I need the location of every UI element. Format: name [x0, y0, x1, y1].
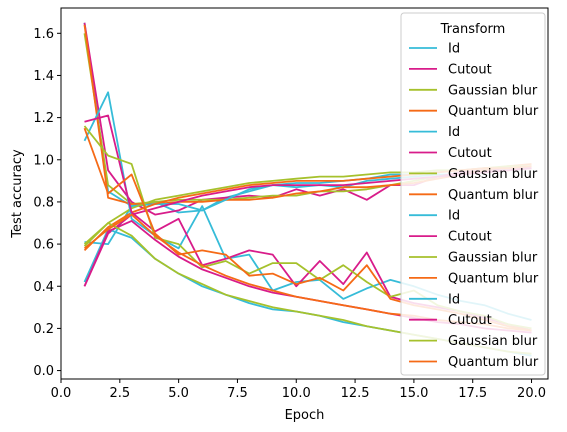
legend-label: Id: [448, 209, 460, 224]
legend-label: Gaussian blur: [448, 251, 538, 266]
legend-label: Gaussian blur: [448, 334, 538, 349]
x-tick-label: 17.5: [458, 386, 487, 401]
legend-items: Id Cutout Gaussian blur Quantum blur Id Cutou…: [409, 42, 539, 370]
legend-label: Cutout: [448, 313, 492, 328]
x-tick-label: 15.0: [399, 386, 428, 401]
legend-label: Cutout: [448, 230, 492, 245]
y-tick-label: 1.2: [33, 111, 54, 126]
legend-label: Id: [448, 292, 460, 307]
legend-label: Id: [448, 125, 460, 140]
x-tick-label: 2.5: [109, 386, 130, 401]
legend-label: Gaussian blur: [448, 167, 538, 182]
y-tick-label: 0.4: [33, 280, 54, 295]
legend-label: Quantum blur: [448, 188, 539, 203]
legend-label: Quantum blur: [448, 271, 539, 286]
y-tick-label: 1.4: [33, 69, 54, 84]
legend-box: [400, 12, 546, 376]
plot-frame: [60, 7, 549, 380]
ticks-layer: 0.0 2.5 5.0 7.5 10.0 12.5 15.0 17.5 20.0 0.0 0.2 0.…: [33, 27, 546, 401]
legend-label: Cutout: [448, 146, 492, 161]
x-tick-label: 20.0: [517, 386, 546, 401]
legend-label: Cutout: [448, 62, 492, 77]
y-tick-label: 0.2: [33, 322, 54, 337]
y-tick-label: 0.6: [33, 238, 54, 253]
legend-label: Id: [448, 42, 460, 57]
x-tick-label: 5.0: [168, 386, 189, 401]
x-tick-label: 0.0: [51, 386, 72, 401]
y-tick-label: 0.8: [33, 195, 54, 210]
legend: Transform Id Cutout Gaussian blur Quantum b…: [400, 12, 546, 376]
legend-title: Transform: [440, 22, 506, 37]
x-axis-label: Epoch: [285, 408, 325, 423]
legend-label: Gaussian blur: [448, 83, 538, 98]
y-tick-label: 1.6: [33, 27, 54, 42]
x-tick-label: 7.5: [227, 386, 248, 401]
y-tick-label: 1.0: [33, 153, 54, 168]
y-axis-label: Test accuracy: [10, 149, 25, 239]
legend-label: Quantum blur: [448, 355, 539, 370]
x-tick-label: 12.5: [341, 386, 370, 401]
legend-label: Quantum blur: [448, 104, 539, 119]
x-tick-label: 10.0: [282, 386, 311, 401]
y-tick-label: 0.0: [33, 364, 54, 379]
